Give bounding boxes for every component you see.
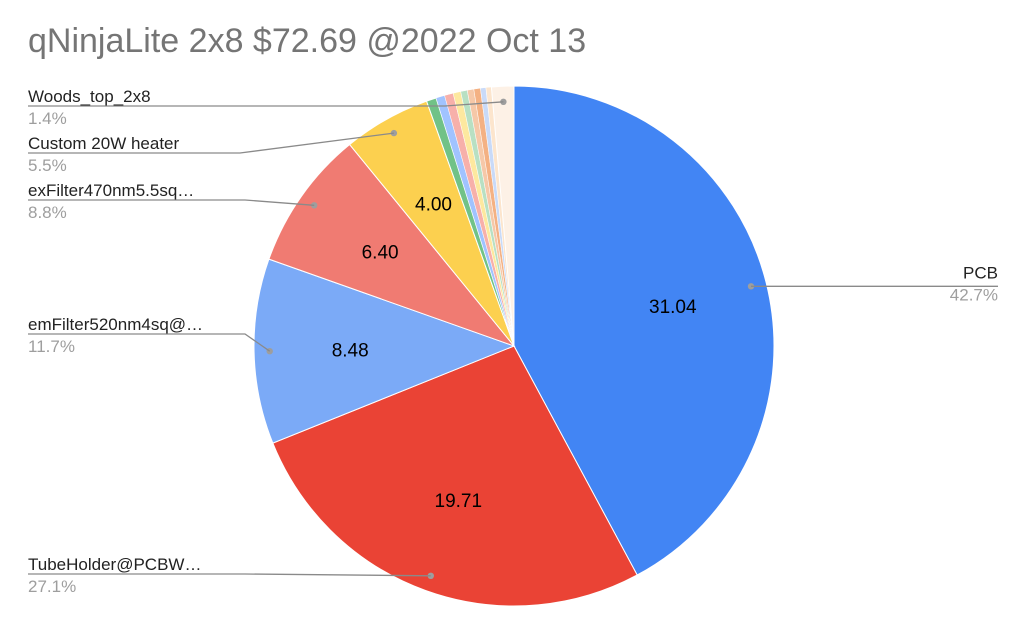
pie-slice-1 xyxy=(272,345,638,607)
callout-percent-14: 1.4% xyxy=(28,109,67,128)
callout-percent-4: 5.5% xyxy=(28,156,67,175)
pie-slice-14 xyxy=(490,85,515,347)
callout-percent-3: 8.8% xyxy=(28,203,67,222)
callout-line-3 xyxy=(28,199,315,206)
callout-name-4: Custom 20W heater xyxy=(28,134,180,153)
pie-slice-2 xyxy=(253,258,516,444)
callout-percent-0: 42.7% xyxy=(950,285,998,304)
slice-value-label-1: 19.71 xyxy=(435,491,483,512)
callout-percent-1: 27.1% xyxy=(28,577,76,596)
callout-line-1 xyxy=(28,573,431,577)
slice-value-label-4: 4.00 xyxy=(415,194,452,215)
callout-name-0: PCB xyxy=(963,263,998,282)
slice-value-label-0: 31.04 xyxy=(649,297,697,318)
slice-value-label-3: 6.40 xyxy=(362,243,399,264)
pie-slices xyxy=(253,85,775,607)
callout-name-3: exFilter470nm5.5sq… xyxy=(28,181,194,200)
chart-title: qNinjaLite 2x8 $72.69 @2022 Oct 13 xyxy=(28,22,587,60)
callout-name-2: emFilter520nm4sq@… xyxy=(28,315,203,334)
callout-line-14 xyxy=(28,101,504,107)
callout-line-2 xyxy=(28,333,271,352)
callout-name-1: TubeHolder@PCBW… xyxy=(28,555,201,574)
callout-line-4 xyxy=(28,132,394,154)
pie-slice-0 xyxy=(513,85,775,576)
slice-value-label-2: 8.48 xyxy=(332,341,369,362)
pie-callouts: 31.04 PCB 42.7% 19.71 TubeHolder@PCBW… 27.1% 8… xyxy=(28,87,998,596)
pie-slice-3 xyxy=(268,143,516,348)
callout-percent-2: 11.7% xyxy=(28,337,75,356)
callout-name-14: Woods_top_2x8 xyxy=(28,87,151,106)
